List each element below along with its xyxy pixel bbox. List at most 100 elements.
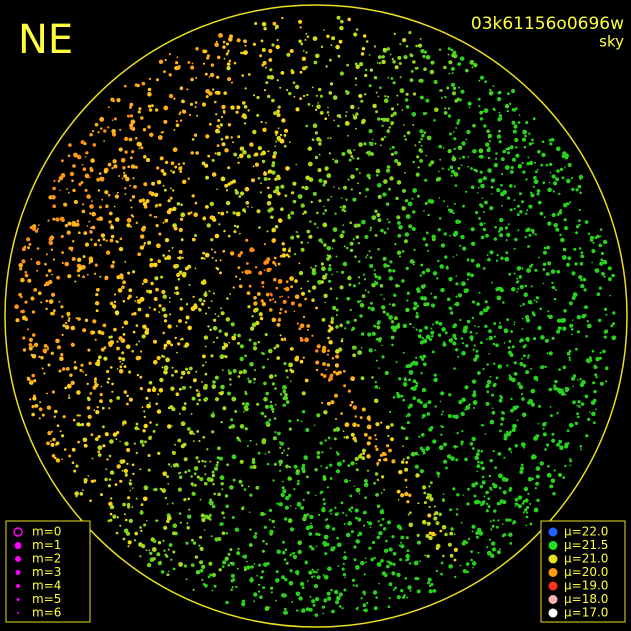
star (84, 188, 88, 192)
star (415, 328, 418, 331)
star (350, 530, 354, 534)
star (405, 461, 409, 464)
star (268, 374, 274, 379)
star (489, 88, 492, 91)
star (548, 181, 551, 184)
star (466, 258, 470, 262)
star (283, 362, 287, 366)
star (556, 146, 561, 152)
star (443, 200, 445, 203)
star (406, 596, 409, 599)
star (423, 67, 427, 71)
star (473, 494, 477, 498)
star (256, 574, 259, 577)
star (549, 484, 554, 489)
star (221, 531, 226, 535)
star (310, 266, 313, 269)
star (327, 106, 329, 109)
star (350, 174, 355, 179)
star (133, 539, 137, 542)
star (470, 550, 473, 553)
star (219, 123, 223, 127)
star (335, 255, 338, 258)
star (220, 211, 225, 216)
star (396, 572, 401, 578)
star (482, 176, 487, 181)
star (462, 204, 465, 208)
star (458, 400, 463, 405)
star (281, 253, 286, 258)
star (440, 433, 443, 436)
star (540, 335, 545, 340)
star (527, 245, 531, 248)
star (369, 264, 374, 268)
star (405, 98, 409, 102)
star (452, 50, 457, 55)
star (211, 572, 216, 578)
star (388, 597, 391, 600)
star (289, 505, 292, 507)
star (517, 495, 523, 500)
star (250, 565, 254, 569)
star (521, 161, 524, 165)
star (510, 397, 513, 401)
star (347, 178, 350, 181)
star (119, 524, 122, 527)
star (447, 53, 450, 56)
star (321, 451, 324, 454)
star (125, 176, 130, 182)
star (354, 255, 357, 258)
star (574, 262, 578, 266)
star (333, 437, 337, 441)
star (122, 299, 126, 303)
star (265, 421, 270, 425)
star (78, 414, 81, 417)
star (450, 456, 455, 461)
star (371, 138, 374, 141)
star (488, 474, 492, 478)
star (253, 592, 258, 597)
star (220, 115, 224, 119)
star (96, 287, 100, 292)
star (203, 292, 208, 297)
star (144, 330, 149, 335)
star (477, 449, 481, 453)
star (56, 424, 60, 428)
star (510, 166, 514, 170)
star (60, 353, 64, 357)
star (168, 543, 173, 547)
star (477, 97, 481, 101)
star (323, 534, 329, 540)
star (341, 337, 344, 341)
brightness-symbol (548, 527, 558, 537)
star (272, 298, 275, 301)
star (400, 493, 405, 498)
star (41, 367, 44, 370)
star (232, 286, 235, 289)
star (101, 198, 104, 201)
star (359, 172, 361, 175)
star (564, 444, 568, 449)
star (140, 116, 144, 120)
star (323, 544, 327, 547)
star (313, 60, 318, 65)
star (503, 328, 509, 334)
star (270, 586, 274, 590)
star (362, 590, 366, 595)
star (480, 450, 484, 453)
star (228, 59, 232, 63)
star (204, 397, 209, 401)
star (425, 112, 428, 115)
star (114, 483, 118, 486)
star (282, 593, 287, 598)
star (277, 262, 281, 266)
star (312, 191, 317, 196)
star (244, 392, 248, 396)
star (30, 380, 33, 383)
star (498, 230, 501, 233)
star (119, 360, 122, 363)
star (211, 504, 216, 509)
star (558, 439, 562, 444)
star (19, 267, 23, 271)
star (319, 139, 322, 142)
